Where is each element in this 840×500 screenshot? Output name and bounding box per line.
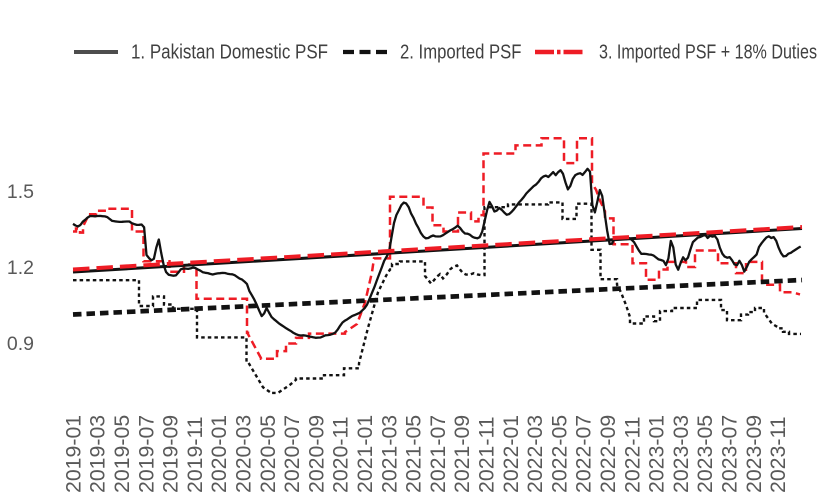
svg-text:2019-09: 2019-09 (159, 415, 183, 493)
svg-text:2022-09: 2022-09 (596, 415, 620, 493)
svg-text:2023-11: 2023-11 (766, 416, 790, 493)
svg-text:2023-05: 2023-05 (693, 415, 717, 493)
svg-text:2020-01: 2020-01 (207, 415, 231, 493)
svg-text:2019-03: 2019-03 (86, 415, 110, 493)
svg-text:2022-01: 2022-01 (499, 415, 523, 493)
svg-text:2020-07: 2020-07 (280, 415, 304, 493)
svg-text:2022-07: 2022-07 (572, 415, 596, 493)
svg-text:3. Imported PSF + 18% Duties: 3. Imported PSF + 18% Duties (599, 42, 817, 64)
svg-text:2021-03: 2021-03 (377, 415, 401, 493)
svg-text:2. Imported PSF: 2. Imported PSF (400, 42, 522, 64)
svg-text:2021-01: 2021-01 (353, 415, 377, 493)
svg-text:2021-05: 2021-05 (402, 415, 426, 493)
svg-text:0.9: 0.9 (7, 333, 34, 355)
svg-text:2023-07: 2023-07 (718, 415, 742, 493)
svg-text:1. Pakistan Domestic PSF: 1. Pakistan Domestic PSF (131, 42, 328, 64)
svg-text:2019-07: 2019-07 (134, 415, 158, 493)
svg-text:1.5: 1.5 (7, 181, 34, 203)
svg-text:2019-05: 2019-05 (110, 415, 134, 493)
svg-text:2023-09: 2023-09 (742, 415, 766, 493)
svg-text:2021-09: 2021-09 (450, 415, 474, 493)
svg-text:2020-11: 2020-11 (329, 416, 353, 493)
svg-text:2021-07: 2021-07 (426, 415, 450, 493)
svg-text:2023-01: 2023-01 (645, 415, 669, 493)
svg-text:2019-11: 2019-11 (183, 416, 207, 493)
svg-text:2020-05: 2020-05 (256, 415, 280, 493)
svg-text:2019-01: 2019-01 (61, 415, 85, 493)
svg-text:2023-03: 2023-03 (669, 415, 693, 493)
svg-text:2022-03: 2022-03 (523, 415, 547, 493)
svg-text:2022-05: 2022-05 (547, 415, 571, 493)
svg-text:2020-09: 2020-09 (304, 415, 328, 493)
svg-text:2022-11: 2022-11 (620, 416, 644, 493)
svg-text:2021-11: 2021-11 (475, 416, 499, 493)
svg-text:2020-03: 2020-03 (232, 415, 256, 493)
svg-text:1.2: 1.2 (7, 257, 34, 279)
